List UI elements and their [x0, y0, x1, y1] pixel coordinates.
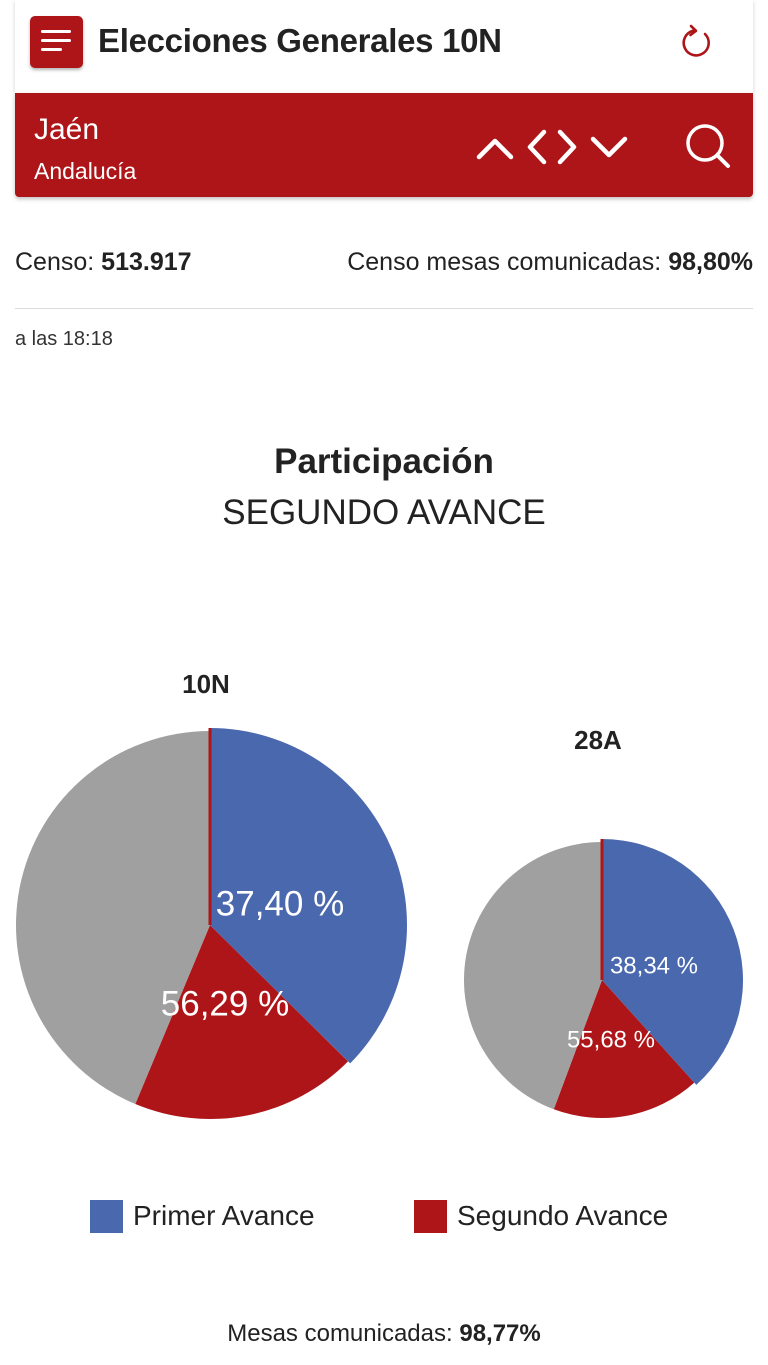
- mesas-value: 98,77%: [459, 1320, 541, 1347]
- chevron-right-icon[interactable]: [554, 127, 580, 167]
- chart-subtitle: SEGUNDO AVANCE: [222, 493, 546, 532]
- location-bar: Jaén Andalucía: [15, 93, 753, 197]
- update-time: a las 18:18: [15, 328, 113, 350]
- pie-slice-primer-avance: [210, 727, 407, 1064]
- legend-swatch-segundo: [414, 1200, 447, 1233]
- app-title: Elecciones Generales 10N: [98, 22, 502, 59]
- pie-slice-segundo-avance: [553, 980, 695, 1119]
- divider: [15, 308, 753, 309]
- chevron-left-icon[interactable]: [524, 127, 550, 167]
- censo-value: 513.917: [101, 248, 192, 276]
- pie-label-segundo-avance: 55,68 %: [567, 1026, 655, 1053]
- participation-charts: 10N 37,40 % 56,29 % 28A 38,34 % 55,68 %: [15, 669, 743, 1120]
- pie-slice-remainder: [464, 842, 602, 1110]
- location-region: Andalucía: [34, 158, 137, 184]
- pie-label-primer-avance: 38,34 %: [610, 952, 698, 979]
- location-name: Jaén: [34, 113, 100, 146]
- chevron-up-icon[interactable]: [475, 127, 515, 167]
- chart-title: Participación: [274, 442, 494, 481]
- census-row: Censo: 513.917 Censo mesas comunicadas: …: [15, 248, 753, 277]
- menu-icon[interactable]: [30, 16, 83, 68]
- pie-title-28A: 28A: [574, 725, 622, 755]
- mesas-label: Mesas comunicadas:: [227, 1320, 453, 1347]
- censo-mesas-label: Censo mesas comunicadas:: [347, 248, 662, 276]
- app-bar: Elecciones Generales 10N: [15, 0, 753, 93]
- mesas-comunicadas: Mesas comunicadas: 98,77%: [0, 1320, 768, 1348]
- pie-label-segundo-avance: 56,29 %: [161, 984, 289, 1023]
- censo-mesas: Censo mesas comunicadas: 98,80%: [347, 248, 753, 277]
- search-icon[interactable]: [683, 121, 733, 171]
- pie-slice-remainder: [15, 731, 210, 1105]
- pie-label-primer-avance: 37,40 %: [216, 884, 344, 923]
- pie-slice-primer-avance: [602, 839, 743, 1085]
- chevron-down-icon[interactable]: [589, 127, 629, 167]
- pie-slice-segundo-avance: [135, 925, 349, 1120]
- legend-label-primer: Primer Avance: [133, 1200, 315, 1231]
- censo-mesas-value: 98,80%: [668, 248, 753, 276]
- censo-label: Censo:: [15, 248, 95, 276]
- legend-label-segundo: Segundo Avance: [457, 1200, 669, 1231]
- pie-title-10N: 10N: [182, 669, 230, 699]
- refresh-icon[interactable]: [675, 22, 717, 64]
- legend-swatch-primer: [90, 1200, 123, 1233]
